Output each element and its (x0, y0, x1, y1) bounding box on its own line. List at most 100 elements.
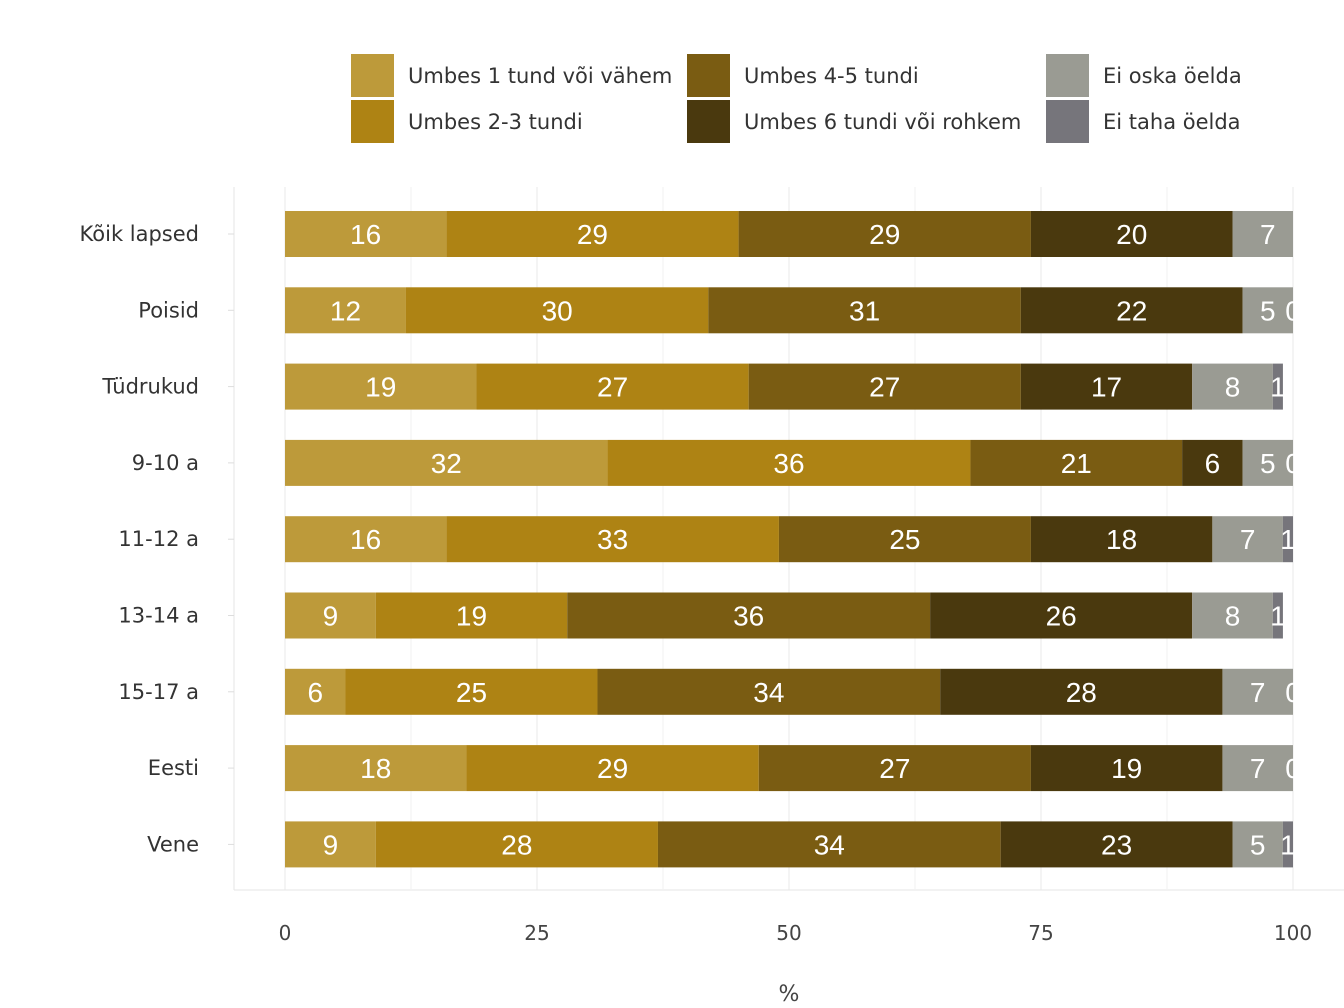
legend-label: Umbes 4-5 tundi (744, 64, 919, 88)
bar-segment (1030, 516, 1213, 563)
legend-swatch (1046, 100, 1089, 143)
legend-swatch (1046, 54, 1089, 97)
data-label: 7 (1260, 219, 1276, 250)
data-label: 19 (456, 601, 487, 632)
data-label: 19 (1111, 753, 1142, 784)
data-label: 7 (1240, 524, 1256, 555)
bar-segment (1192, 592, 1273, 639)
data-label: 29 (869, 219, 900, 250)
data-label: 27 (879, 753, 910, 784)
legend: Umbes 1 tund või vähem Umbes 2-3 tundi Umb… (351, 54, 1242, 143)
data-label: 20 (1116, 219, 1147, 250)
data-label: 0 (1285, 753, 1301, 784)
bar-segment (567, 592, 931, 639)
data-label: 12 (330, 295, 361, 326)
data-label: 28 (1066, 677, 1097, 708)
data-label: 36 (733, 601, 764, 632)
data-label: 18 (360, 753, 391, 784)
legend-label: Umbes 2-3 tundi (408, 110, 583, 134)
category-label: Kõik lapsed (80, 222, 199, 246)
bar-segment (738, 211, 1031, 257)
bar-segment (1212, 516, 1283, 563)
bar-segment (940, 668, 1223, 715)
legend-swatch (351, 54, 394, 97)
data-label: 1 (1270, 372, 1286, 403)
category-label: Poisid (138, 298, 199, 322)
bar-segment (758, 745, 1031, 792)
data-label: 19 (365, 372, 396, 403)
bar-segment (1272, 592, 1283, 639)
category-label: Vene (147, 832, 199, 856)
data-label: 9 (323, 829, 339, 860)
data-label: 6 (1205, 448, 1221, 479)
data-label: 29 (597, 753, 628, 784)
x-tick-label: 0 (279, 921, 292, 945)
bar-segment (1222, 668, 1293, 715)
bar-segment (285, 287, 406, 334)
bar-segment (1192, 363, 1273, 410)
bar-segment (607, 439, 971, 486)
data-label: 17 (1091, 372, 1122, 403)
bar-segment (708, 287, 1021, 334)
bars: 16 29 29 20 7 012 30 31 22 5 019 27 27 17 8 132 36 21 6 5 01… (285, 211, 1311, 868)
bar-segment (748, 363, 1021, 410)
x-tick-label: 25 (524, 921, 549, 945)
bar-segment (1182, 439, 1243, 486)
data-label: 25 (456, 677, 487, 708)
data-label: 23 (1101, 829, 1132, 860)
category-label: Tüdrukud (101, 375, 199, 399)
bar-segment (1232, 821, 1283, 868)
x-tick-label: 50 (776, 921, 801, 945)
data-label: 25 (889, 524, 920, 555)
category-label: 15-17 a (118, 680, 199, 704)
bar-segment (1222, 745, 1293, 792)
data-label: 22 (1116, 295, 1147, 326)
legend-label: Umbes 6 tundi või rohkem (744, 110, 1021, 134)
data-label: 29 (577, 219, 608, 250)
bar-segment (405, 287, 709, 334)
bar-segment (1030, 745, 1223, 792)
data-label: 5 (1260, 448, 1276, 479)
bar-segment (930, 592, 1193, 639)
category-label: 11-12 a (118, 527, 199, 551)
data-label: 26 (1046, 601, 1077, 632)
data-label: 16 (350, 219, 381, 250)
bar-segment (446, 211, 739, 257)
data-label: 7 (1250, 677, 1266, 708)
legend-swatch (687, 100, 730, 143)
legend-label: Ei taha öelda (1103, 110, 1241, 134)
bar-segment (1282, 516, 1293, 563)
data-label: 34 (753, 677, 784, 708)
legend-swatch (351, 100, 394, 143)
legend-label: Umbes 1 tund või vähem (408, 64, 672, 88)
data-label: 18 (1106, 524, 1137, 555)
bar-segment (1282, 821, 1293, 868)
data-label: 32 (431, 448, 462, 479)
data-label: 7 (1250, 753, 1266, 784)
data-label: 0 (1285, 448, 1301, 479)
data-label: 34 (814, 829, 845, 860)
data-label: 1 (1270, 601, 1286, 632)
x-tick-labels: 0 25 50 75 100 (279, 921, 1312, 945)
data-label: 9 (323, 601, 339, 632)
bar-segment (476, 363, 749, 410)
bar-segment (1242, 287, 1293, 334)
bar-segment (345, 668, 598, 715)
bar-segment (285, 821, 376, 868)
bar-segment (446, 516, 779, 563)
bar-segment (285, 668, 346, 715)
data-label: 5 (1260, 295, 1276, 326)
bar-segment (1242, 439, 1293, 486)
category-labels: Kõik lapsed Poisid Tüdrukud 9-10 a 11-12 a 13… (80, 222, 234, 856)
data-label: 1 (1280, 524, 1296, 555)
data-label: 31 (849, 295, 880, 326)
data-label: 1 (1280, 829, 1296, 860)
bar-segment (285, 363, 477, 410)
x-tick-label: 100 (1274, 921, 1312, 945)
data-label: 33 (597, 524, 628, 555)
x-tick-label: 75 (1028, 921, 1053, 945)
data-label: 0 (1295, 219, 1311, 250)
bar-segment (970, 439, 1183, 486)
bar-segment (375, 592, 568, 639)
bar-segment (1020, 363, 1193, 410)
